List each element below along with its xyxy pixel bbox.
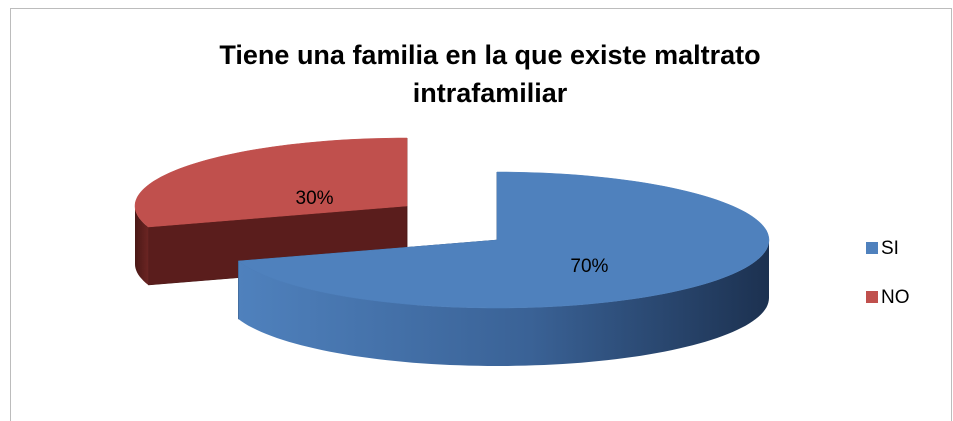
data-label: 70%: [570, 256, 608, 277]
data-label: 30%: [296, 188, 334, 209]
slice-side: [238, 240, 770, 366]
slice-side: [135, 206, 149, 285]
legend-swatch: [866, 291, 878, 303]
chart-title: Tiene una familia en la que existe maltr…: [219, 40, 760, 108]
pie-slice: [237, 171, 770, 366]
legend-label: NO: [881, 287, 910, 308]
legend-label: SI: [881, 238, 899, 259]
slice-top: [237, 171, 770, 309]
legend-swatch: [866, 242, 878, 254]
slice-top: [134, 137, 408, 228]
